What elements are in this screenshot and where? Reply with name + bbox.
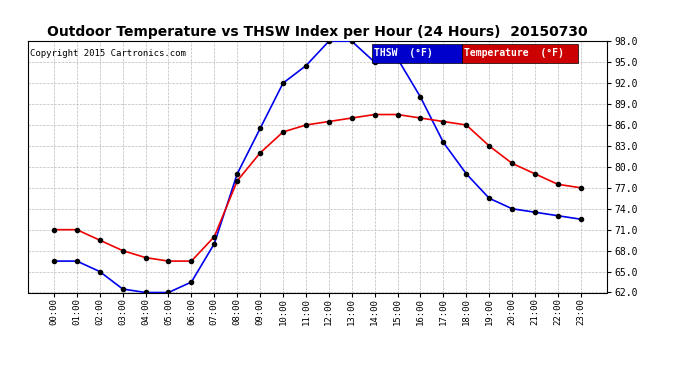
Text: Copyright 2015 Cartronics.com: Copyright 2015 Cartronics.com bbox=[30, 49, 186, 58]
Bar bbox=[462, 44, 578, 63]
Text: THSW  (°F): THSW (°F) bbox=[374, 48, 433, 58]
Bar bbox=[373, 44, 462, 63]
Title: Outdoor Temperature vs THSW Index per Hour (24 Hours)  20150730: Outdoor Temperature vs THSW Index per Ho… bbox=[47, 25, 588, 39]
Text: Temperature  (°F): Temperature (°F) bbox=[464, 48, 564, 58]
